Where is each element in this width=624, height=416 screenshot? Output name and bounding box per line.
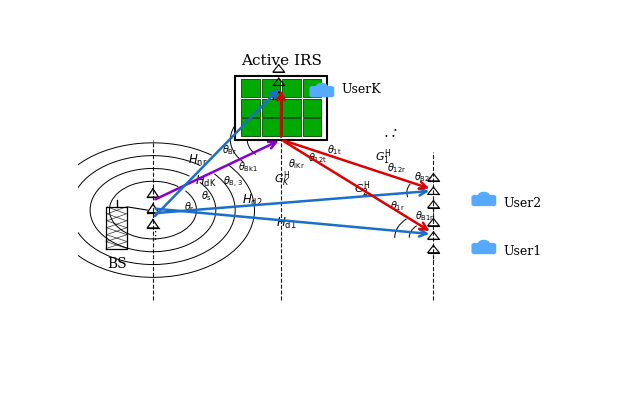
- Bar: [303, 79, 321, 97]
- Bar: [303, 118, 321, 136]
- Text: User1: User1: [504, 245, 542, 258]
- Text: $\vdots$: $\vdots$: [149, 228, 157, 242]
- Text: $H_{\mathrm{dK}}$: $H_{\mathrm{dK}}$: [195, 174, 217, 189]
- Text: $G_K^{\mathrm{H}}$: $G_K^{\mathrm{H}}$: [274, 170, 290, 189]
- Text: $\theta_{\mathrm{IKr}}$: $\theta_{\mathrm{IKr}}$: [288, 157, 306, 171]
- Text: $H_{\mathrm{d1}}$: $H_{\mathrm{d1}}$: [276, 216, 296, 231]
- FancyBboxPatch shape: [310, 87, 334, 97]
- Bar: [241, 79, 260, 97]
- Bar: [282, 118, 301, 136]
- Text: $\theta_{\mathrm{IKr}}$: $\theta_{\mathrm{IKr}}$: [275, 101, 292, 115]
- Text: $\theta_{\mathrm{B,3}}$: $\theta_{\mathrm{B,3}}$: [223, 175, 243, 191]
- Text: $\cdots$: $\cdots$: [429, 252, 439, 262]
- Wedge shape: [474, 245, 494, 252]
- Text: $\theta_{\mathrm{1r}}$: $\theta_{\mathrm{1r}}$: [389, 200, 405, 213]
- Text: $\cdots$: $\cdots$: [429, 207, 439, 218]
- Bar: [303, 99, 321, 116]
- Text: $H_{\mathrm{d2}}$: $H_{\mathrm{d2}}$: [242, 193, 262, 208]
- Text: $\cdot\cdot$: $\cdot\cdot$: [383, 127, 396, 142]
- Circle shape: [478, 240, 489, 248]
- Text: $G_1^{\mathrm{H}}$: $G_1^{\mathrm{H}}$: [376, 147, 392, 167]
- FancyBboxPatch shape: [472, 244, 495, 253]
- Text: $\theta_{\mathrm{1t}}$: $\theta_{\mathrm{1t}}$: [327, 143, 342, 156]
- Text: $G_2^{\mathrm{H}}$: $G_2^{\mathrm{H}}$: [354, 180, 370, 199]
- Bar: [241, 118, 260, 136]
- Bar: [282, 79, 301, 97]
- Bar: [261, 79, 280, 97]
- Text: $\theta_{\mathrm{s}}$: $\theta_{\mathrm{s}}$: [185, 200, 195, 214]
- Text: $\theta_{\mathrm{Bk1}}$: $\theta_{\mathrm{Bk1}}$: [238, 160, 258, 174]
- Text: $\theta_{\mathrm{s}}$: $\theta_{\mathrm{s}}$: [202, 189, 212, 203]
- Text: $\theta_{\mathrm{12t}}$: $\theta_{\mathrm{12t}}$: [308, 151, 327, 165]
- Bar: [235, 76, 327, 140]
- Text: $\cdot$: $\cdot$: [392, 121, 397, 136]
- Text: $\theta_{\mathrm{12r}}$: $\theta_{\mathrm{12r}}$: [388, 161, 407, 175]
- Text: $\theta_{\mathrm{B1r}}$: $\theta_{\mathrm{B1r}}$: [415, 209, 435, 223]
- Text: User2: User2: [504, 197, 542, 210]
- Text: $\theta_{\mathrm{Br}}$: $\theta_{\mathrm{Br}}$: [222, 143, 238, 156]
- Bar: [261, 118, 280, 136]
- Wedge shape: [312, 89, 331, 95]
- FancyBboxPatch shape: [472, 196, 495, 206]
- Bar: [241, 99, 260, 116]
- Circle shape: [316, 84, 328, 91]
- Bar: [261, 99, 280, 116]
- Circle shape: [478, 193, 489, 200]
- Text: $\cdots$: $\cdots$: [274, 98, 284, 109]
- Text: $\theta_{\mathrm{B2r}}$: $\theta_{\mathrm{B2r}}$: [414, 171, 434, 184]
- Text: $\theta_{\mathrm{BK1}}$: $\theta_{\mathrm{BK1}}$: [266, 114, 286, 128]
- Text: UserK: UserK: [341, 84, 381, 97]
- Text: $H_{\mathrm{nr}}$: $H_{\mathrm{nr}}$: [188, 154, 207, 168]
- Wedge shape: [474, 198, 494, 204]
- Text: BS: BS: [107, 257, 127, 270]
- Bar: [282, 99, 301, 116]
- Text: Active IRS: Active IRS: [241, 54, 321, 67]
